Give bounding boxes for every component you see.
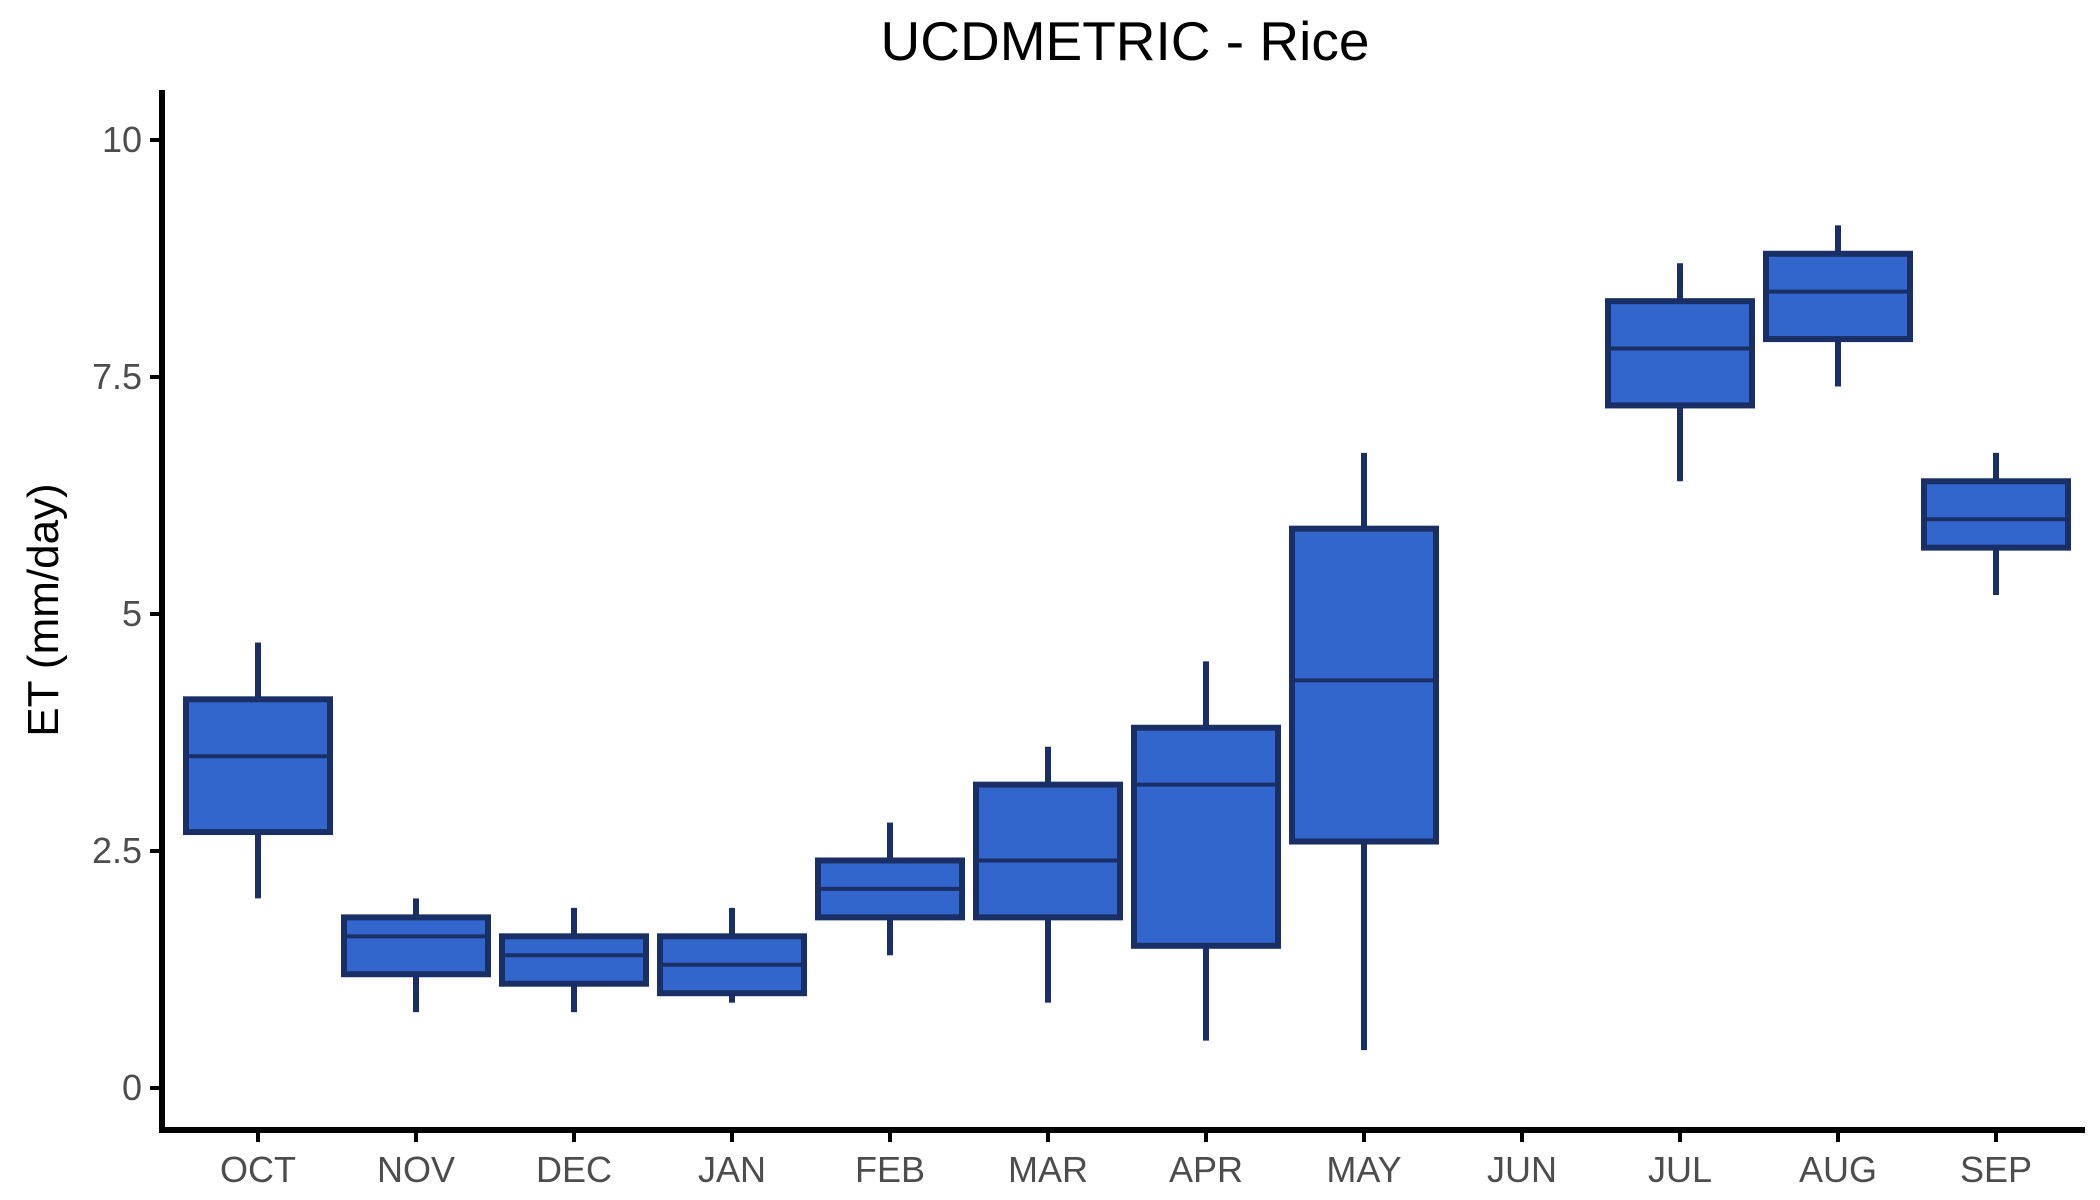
x-tick-label: FEB: [855, 1149, 925, 1190]
y-tick-label: 10: [102, 119, 142, 160]
box: [1289, 525, 1439, 845]
y-tick-label: 0: [122, 1067, 142, 1108]
y-tick-label: 2.5: [92, 830, 142, 871]
plot-area: 0 2.5 5 7.5 10 OCT NOV DEC JAN FEB MAR APR MAY JUN JUL…: [92, 90, 2085, 1190]
x-tick-label: OCT: [220, 1149, 296, 1190]
box: [183, 696, 333, 836]
y-tick-label: 7.5: [92, 356, 142, 397]
x-tick-label: MAY: [1326, 1149, 1401, 1190]
x-tick-label: JUN: [1487, 1149, 1557, 1190]
x-tick-label: MAR: [1008, 1149, 1088, 1190]
x-tick-label: JUL: [1648, 1149, 1712, 1190]
box: [1131, 724, 1281, 949]
box: [1763, 250, 1913, 343]
x-tick-label: APR: [1169, 1149, 1243, 1190]
chart-title: UCDMETRIC - Rice: [881, 10, 1370, 72]
x-tick-label: AUG: [1799, 1149, 1877, 1190]
x-tick-label: NOV: [377, 1149, 455, 1190]
x-tick-label: SEP: [1960, 1149, 2032, 1190]
y-axis-title: ET (mm/day): [19, 483, 68, 736]
box: [973, 781, 1123, 921]
x-tick-label: JAN: [698, 1149, 766, 1190]
box: [341, 914, 491, 978]
x-tick-label: DEC: [536, 1149, 612, 1190]
box: [1605, 298, 1755, 409]
box: [1921, 478, 2071, 551]
box: [499, 933, 649, 987]
y-tick-label: 5: [122, 593, 142, 634]
